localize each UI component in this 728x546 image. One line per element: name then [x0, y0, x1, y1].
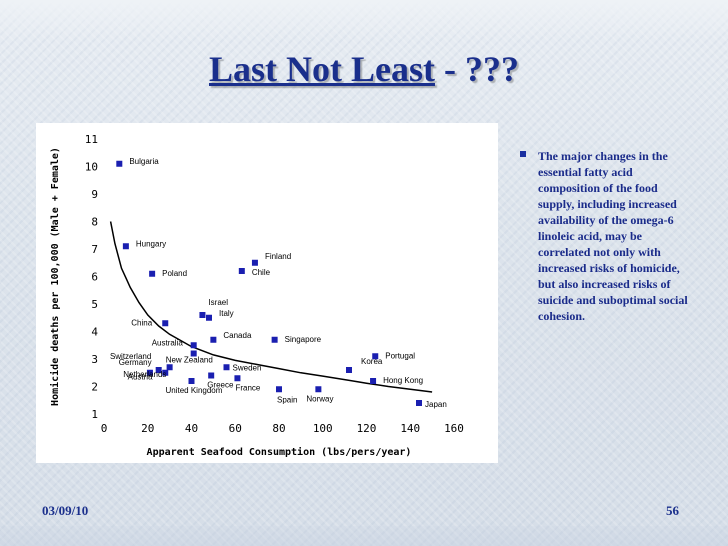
x-tick-label: 80 — [272, 422, 285, 435]
data-point-label: Poland — [162, 269, 187, 278]
y-axis-label: Homicide deaths per 100,000 (Male + Fema… — [49, 147, 61, 406]
data-point-label: Greece — [207, 381, 234, 390]
fit-curve — [109, 221, 433, 393]
y-tick-label: 10 — [85, 161, 98, 174]
data-point-label: Japan — [425, 400, 447, 409]
slide-title-main: Last Not Least — [209, 49, 435, 89]
data-point-label: Austria — [128, 372, 153, 381]
data-point-label: Israel — [208, 298, 228, 307]
data-point — [251, 259, 258, 266]
data-point-label: Sweden — [233, 363, 262, 372]
y-tick-label: 7 — [91, 243, 98, 256]
data-point-label: Portugal — [385, 351, 415, 360]
data-point — [162, 320, 169, 327]
data-point-label: Finland — [265, 252, 291, 261]
x-tick-label: 100 — [313, 422, 333, 435]
y-tick-label: 3 — [91, 353, 98, 366]
data-point — [116, 160, 123, 167]
y-tick-label: 8 — [91, 216, 98, 229]
data-point — [238, 268, 245, 274]
bullet-marker-icon — [520, 151, 526, 157]
bullet-text: The major changes in the essential fatty… — [538, 149, 688, 323]
x-axis-label: Apparent Seafood Consumption (lbs/pers/y… — [147, 446, 412, 458]
data-point-label: Spain — [277, 395, 297, 404]
data-point — [276, 386, 282, 393]
data-point-label: Chile — [252, 268, 271, 277]
data-point-label: China — [131, 318, 152, 327]
data-point — [223, 364, 230, 371]
x-tick-label: 140 — [400, 422, 420, 435]
data-points-layer: Bulgaria Hungary Poland China Finland Chile Is… — [110, 157, 447, 409]
x-tick-label: 60 — [229, 422, 242, 435]
footer-page-number: 56 — [666, 503, 679, 518]
data-point-label: Hong Kong — [383, 376, 423, 385]
data-point — [315, 386, 322, 393]
data-point-label: New Zealand — [166, 356, 213, 365]
data-point — [271, 336, 278, 343]
data-point — [372, 353, 379, 360]
data-point — [190, 342, 197, 349]
y-tick-label: 1 — [91, 408, 98, 421]
y-tick-label: 5 — [91, 298, 98, 311]
data-point — [370, 378, 377, 384]
slide-bottom-band — [0, 526, 728, 546]
data-point-label: Singapore — [285, 335, 322, 344]
x-tick-label: 160 — [444, 422, 464, 435]
y-tick-label: 11 — [85, 133, 98, 146]
x-tick-label: 20 — [141, 422, 154, 435]
footer-date: 03/09/10 — [42, 503, 89, 518]
data-point-label: Korea — [361, 357, 383, 366]
data-point — [166, 364, 173, 371]
data-point-label: Italy — [219, 309, 234, 318]
data-point — [234, 375, 241, 382]
data-point — [346, 367, 352, 373]
data-point — [190, 350, 197, 357]
data-point-label: Canada — [223, 331, 252, 340]
data-point — [146, 369, 153, 376]
data-point — [199, 312, 206, 318]
slide-title-separator: - — [434, 49, 465, 89]
data-point-label: United Kingdom — [166, 386, 223, 395]
data-point — [149, 270, 156, 277]
data-point — [155, 367, 162, 373]
slide-top-band — [0, 0, 728, 40]
fit-curve-layer — [109, 221, 433, 393]
scatter-chart: 0 20 40 60 80 100 120 140 160 1 2 3 4 5 6 7 8 9 10 11 Bulga… — [36, 123, 498, 463]
data-point-label: Hungary — [136, 239, 166, 248]
data-point-label: Netherlands — [123, 370, 166, 379]
data-point-label: Australia — [152, 338, 184, 347]
data-point — [208, 372, 215, 379]
data-point — [162, 369, 169, 376]
y-tick-label: 2 — [91, 381, 98, 394]
y-tick-label: 6 — [91, 271, 98, 284]
chart-svg: 0 20 40 60 80 100 120 140 160 1 2 3 4 5 6 7 8 9 10 11 Bulga… — [49, 133, 464, 458]
data-point — [188, 378, 195, 384]
data-point-label: Norway — [306, 394, 333, 403]
data-point — [206, 314, 212, 321]
data-point-label: Bulgaria — [129, 157, 159, 166]
slide-title: Last Not Least - ??? — [0, 48, 728, 90]
data-point-label: Switzerland — [110, 352, 151, 361]
data-point — [210, 336, 217, 343]
data-point-label: France — [235, 383, 260, 392]
data-point — [122, 243, 129, 250]
data-point — [416, 400, 422, 406]
x-tick-label: 120 — [357, 422, 377, 435]
slide-title-suffix: ??? — [464, 49, 519, 89]
y-tick-label: 9 — [91, 188, 98, 201]
y-tick-label: 4 — [91, 326, 98, 339]
data-point-label: Germany — [119, 358, 152, 367]
x-tick-label: 40 — [185, 422, 198, 435]
x-tick-label: 0 — [101, 422, 108, 435]
chart-axes: 0 20 40 60 80 100 120 140 160 1 2 3 4 5 6 7 8 9 10 11 — [85, 133, 464, 435]
